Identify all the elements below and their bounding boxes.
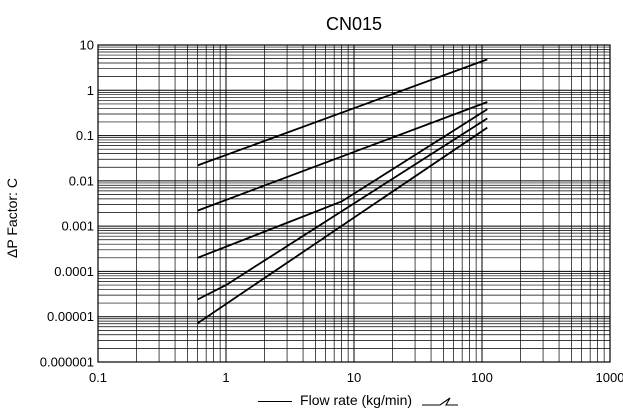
- tick-labels: 0.1 1 10 100 1000 10 1 0.1 0.01 0.001 0.0001 0.0000…: [40, 38, 623, 386]
- x-tick-label: 10: [347, 370, 361, 385]
- series-line-3: [197, 108, 488, 259]
- x-tick-label: 1: [222, 370, 229, 385]
- y-tick-label: 0.001: [61, 219, 94, 234]
- series-line-5: [197, 126, 488, 324]
- y-tick-label: 0.1: [76, 128, 94, 143]
- plot-frame: [97, 44, 611, 363]
- chart-title: CN015: [325, 14, 383, 34]
- x-tick-label: 100: [471, 370, 493, 385]
- y-axis-label: ΔP Factor: C: [4, 178, 20, 258]
- x-tick-label: 0.1: [89, 370, 107, 385]
- series-line-1: [197, 58, 488, 167]
- y-tick-label: 0.000001: [40, 355, 94, 370]
- y-tick-label: 0.0001: [54, 264, 94, 279]
- series-line-2: [197, 101, 488, 212]
- y-tick-label: 0.00001: [47, 309, 94, 324]
- x-axis-label-row: Flow rate (kg/min): [98, 392, 610, 408]
- x-axis-label: Flow rate (kg/min): [300, 392, 413, 408]
- x-tick-label: 1000: [596, 370, 623, 385]
- y-tick-label: 10: [80, 38, 94, 53]
- series-line-4: [197, 117, 488, 301]
- y-tick-label: 1: [87, 83, 94, 98]
- y-tick-label: 0.01: [69, 173, 94, 188]
- legend-line-icon: [258, 400, 293, 402]
- series-group: [197, 58, 488, 324]
- flow-direction-icon: [421, 397, 458, 406]
- grid: [97, 44, 611, 363]
